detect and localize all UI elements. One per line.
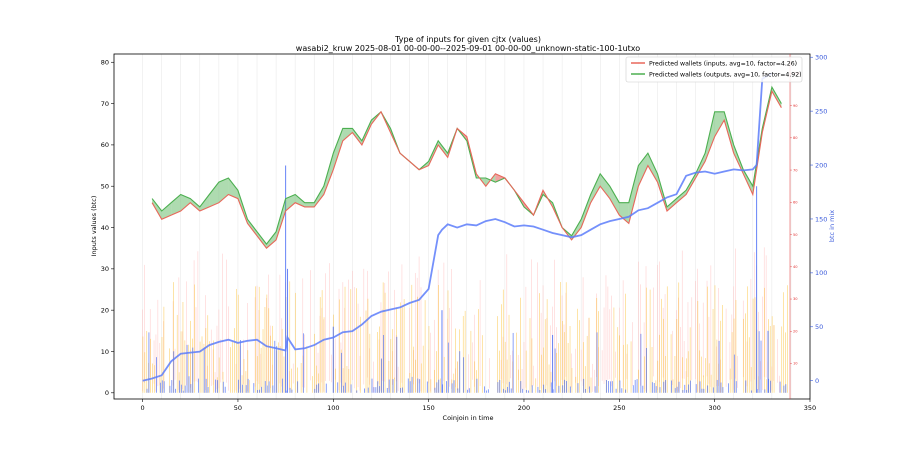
- y-tick-label: 20: [101, 306, 109, 314]
- y3-tick-label: 10: [793, 362, 798, 366]
- band-segment: [638, 153, 648, 187]
- band-segment: [285, 194, 296, 212]
- band-segment: [609, 186, 620, 216]
- y2-tick-label: 200: [815, 161, 827, 169]
- y2-axis-label: btc in mix: [828, 210, 836, 242]
- legend-box: [625, 56, 803, 83]
- y-tick-label: 10: [101, 348, 109, 356]
- x-tick-label: 300: [708, 404, 720, 412]
- band-segment: [666, 198, 677, 212]
- x-tick-label: 200: [518, 404, 530, 412]
- band-segment: [600, 173, 610, 199]
- band-segment: [190, 198, 200, 212]
- band-segment: [676, 190, 687, 203]
- y3-tick-label: 20: [793, 329, 798, 333]
- x-tick-label: 350: [804, 404, 816, 412]
- band-segment: [647, 153, 658, 183]
- y3-tick-label: 30: [793, 297, 798, 301]
- series-lines: [142, 72, 782, 382]
- band-segment: [438, 140, 448, 158]
- axes: 0 50 100 150 200 250 300 350 0 10 20 30 40 50 60 70 80 0 5…: [101, 54, 828, 412]
- bars: [142, 165, 788, 393]
- y2-tick-label: 100: [815, 269, 827, 277]
- series-inputs-line: [151, 89, 782, 249]
- band-segment: [476, 173, 486, 187]
- band-segment: [199, 194, 210, 212]
- y-tick-label: 70: [101, 100, 109, 108]
- y2-tick-label: 0: [815, 377, 819, 385]
- y2-tick-label: 250: [815, 107, 827, 115]
- band-segment: [724, 111, 734, 154]
- y-tick-label: 60: [101, 141, 109, 149]
- band-segment: [714, 111, 725, 137]
- band-segment: [342, 128, 353, 141]
- band-segment: [352, 128, 362, 145]
- band-segment: [333, 128, 343, 170]
- band-segment: [161, 202, 172, 220]
- band-segment: [266, 231, 277, 249]
- x-tick-label: 250: [613, 404, 625, 412]
- band-segment: [628, 165, 639, 224]
- y-axis-label: Inputs values (btc): [90, 196, 98, 257]
- y3-tick-label: 90: [793, 104, 798, 108]
- band-segment: [218, 177, 229, 203]
- y3-tick-label: 50: [793, 233, 798, 237]
- band-segment: [295, 194, 305, 207]
- x-tick-label: 0: [141, 404, 145, 412]
- y3-tick-label: 80: [793, 136, 798, 140]
- band-segment: [276, 198, 286, 240]
- x-tick-label: 150: [422, 404, 434, 412]
- x-tick-label: 50: [234, 404, 242, 412]
- band-segment: [171, 194, 181, 216]
- band-segment: [581, 194, 591, 228]
- chart-subtitle: wasabi2_kruw 2025-08-01 00-00-00--2025-0…: [296, 44, 640, 53]
- x-tick-label: 100: [327, 404, 339, 412]
- legend-outputs-label: Predicted wallets (outputs, avg=10, fact…: [649, 72, 802, 79]
- band-segment: [247, 219, 258, 236]
- y2-tick-label: 150: [815, 215, 827, 223]
- y-tick-label: 40: [101, 224, 109, 232]
- x-axis-label: Coinjoin in time: [443, 414, 494, 422]
- band-segment: [209, 182, 219, 207]
- y2-tick-label: 300: [815, 54, 827, 62]
- legend: Predicted wallets (inputs, avg=10, facto…: [625, 56, 803, 83]
- band-segment: [495, 173, 505, 183]
- band-segment: [304, 202, 315, 207]
- band-segment: [590, 173, 601, 203]
- band-segment: [257, 231, 267, 249]
- y-tick-label: 50: [101, 183, 109, 191]
- plot-frame: [113, 53, 811, 400]
- y-tick-label: 30: [101, 265, 109, 273]
- y2-tick-label: 50: [815, 323, 823, 331]
- series-outputs-line: [151, 85, 782, 246]
- y3-tick-label: 60: [793, 201, 798, 205]
- legend-inputs-label: Predicted wallets (inputs, avg=10, facto…: [649, 61, 797, 68]
- y-tick-label: 0: [105, 389, 109, 397]
- chart-title: Type of inputs for given cjtx (values): [394, 35, 541, 44]
- band-segment: [228, 177, 238, 199]
- band-segment: [180, 194, 191, 212]
- y3-tick-label: 70: [793, 168, 798, 172]
- y3-tick-label: 40: [793, 265, 798, 269]
- y-tick-label: 80: [101, 59, 109, 67]
- series-btc-in-mix-line: [142, 72, 773, 382]
